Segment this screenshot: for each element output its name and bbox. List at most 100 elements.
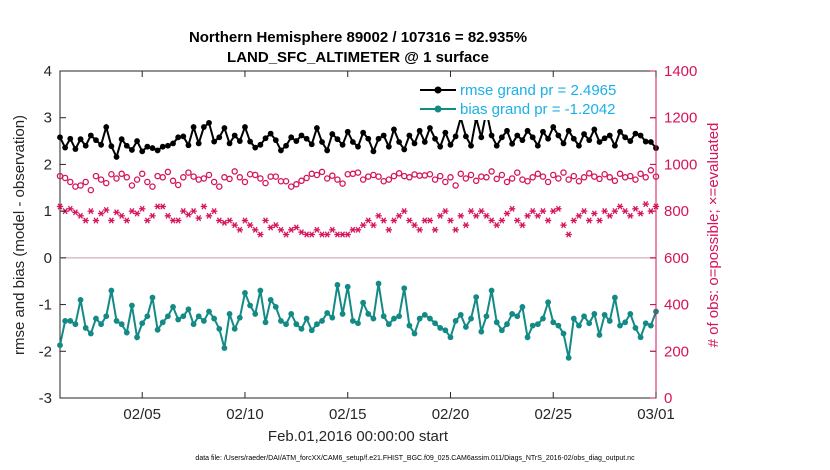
bias-point (134, 334, 140, 341)
rmse-point (427, 125, 433, 131)
rmse-point (139, 148, 146, 155)
x-tick-label: 02/10 (226, 406, 264, 423)
bias-point (185, 306, 192, 313)
series-rmse (57, 108, 659, 160)
rmse-point (555, 132, 562, 139)
rmse-point (344, 128, 351, 135)
possible-point (498, 171, 506, 179)
rmse-point (617, 128, 623, 135)
possible-point (632, 176, 639, 183)
y2-tick-label: 1400 (664, 63, 697, 80)
bias-point (149, 294, 156, 301)
possible-point (272, 173, 280, 180)
possible-point (555, 175, 562, 182)
evaluated-point (447, 217, 454, 224)
chart-subtitle: LAND_SFC_ALTIMETER @ 1 surface (227, 49, 489, 66)
evaluated-point (67, 205, 74, 212)
evaluated-point (236, 226, 244, 233)
rmse-point (550, 124, 557, 130)
evaluated-point (385, 226, 393, 233)
bias-point (344, 283, 351, 290)
bias-point (175, 316, 182, 323)
bias-point (288, 311, 295, 317)
plot-area (59, 70, 657, 399)
bias-point (252, 311, 259, 317)
rmse-point (149, 145, 156, 151)
y-tick-label: 4 (44, 63, 52, 80)
bias-point (452, 318, 459, 324)
rmse-point (611, 142, 618, 149)
x-tick-label: 02/25 (534, 406, 572, 423)
bias-point (103, 313, 110, 320)
rmse-point (67, 135, 74, 142)
bias-point (118, 321, 125, 328)
possible-point (544, 178, 552, 186)
evaluated-point (642, 201, 649, 208)
possible-point (493, 175, 500, 183)
rmse-point (236, 138, 243, 144)
evaluated-point (159, 203, 166, 210)
bias-point (211, 315, 218, 322)
bias-point (180, 313, 187, 320)
y2-tick-label: 400 (664, 297, 689, 314)
rmse-point (401, 146, 408, 153)
rmse-point (370, 148, 377, 155)
rmse-point (509, 140, 516, 147)
rmse-point (355, 143, 361, 150)
evaluated-point (323, 231, 331, 238)
possible-point (406, 174, 413, 181)
rmse-point (313, 125, 320, 131)
possible-point (102, 179, 110, 187)
rmse-point (360, 129, 367, 136)
possible-point (462, 175, 470, 182)
bias-point (375, 280, 382, 287)
rmse-point (576, 142, 582, 149)
possible-point (180, 174, 187, 181)
evaluated-point (503, 210, 511, 217)
series-evaluated (56, 201, 660, 238)
rmse-point (606, 132, 613, 139)
evaluated-point (524, 212, 531, 219)
legend-box (412, 78, 650, 120)
rmse-point (164, 142, 171, 149)
evaluated-point (442, 208, 449, 215)
y-tick-label: 0 (44, 250, 52, 267)
rmse-point (442, 129, 449, 136)
bias-point (190, 321, 197, 328)
rmse-point (195, 140, 202, 147)
legend-bias-label: bias grand pr = -1.2042 (460, 101, 616, 118)
rmse-point (432, 135, 438, 142)
rmse-point (632, 130, 639, 137)
rmse-point (293, 138, 300, 144)
possible-point (118, 170, 125, 178)
bias-point (642, 320, 649, 327)
bias-point (57, 342, 63, 349)
legend: rmse grand pr = 2.4965 bias grand pr = -… (412, 78, 650, 120)
rmse-point (488, 132, 495, 139)
rmse-point (231, 132, 238, 139)
bias-point (509, 311, 516, 317)
evaluated-point (216, 217, 223, 224)
evaluated-point (416, 226, 423, 233)
evaluated-point (401, 208, 408, 215)
evaluated-point (308, 231, 315, 238)
possible-point (560, 169, 567, 176)
bias-point (545, 299, 552, 306)
evaluated-point (565, 231, 572, 238)
evaluated-point (375, 212, 382, 219)
rmse-point (380, 132, 387, 139)
bias-point (98, 321, 105, 328)
possible-point (77, 182, 84, 189)
evaluated-point (354, 226, 362, 233)
evaluated-point (267, 224, 274, 231)
bias-point (540, 315, 546, 322)
bias-point (385, 321, 392, 328)
bias-point (488, 287, 495, 294)
bias-point (493, 319, 500, 326)
evaluated-point (288, 226, 295, 233)
possible-point (287, 183, 295, 190)
possible-point (570, 172, 578, 180)
plot-frame-box (59, 70, 657, 399)
